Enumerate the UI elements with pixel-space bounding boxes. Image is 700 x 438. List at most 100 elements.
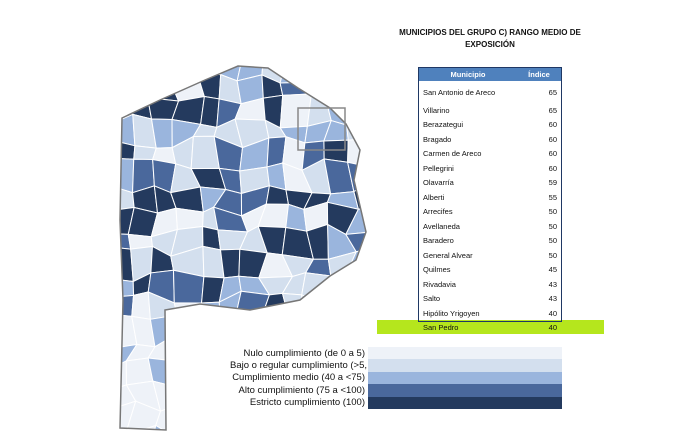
municipality-area xyxy=(175,207,204,231)
cell-name: Salto xyxy=(423,294,441,304)
municipality-area xyxy=(196,66,222,76)
municipality-area xyxy=(324,320,360,340)
cell-index: 43 xyxy=(548,294,557,304)
municipality-area xyxy=(168,334,201,362)
cell-index: 55 xyxy=(548,192,557,202)
table-row: Avellaneda 50 xyxy=(419,219,561,234)
municipality-area xyxy=(352,75,366,107)
cell-name: Arrecifes xyxy=(423,207,453,217)
municipality-area xyxy=(120,277,135,298)
municipality-area xyxy=(168,314,201,339)
municipality-area xyxy=(120,72,132,96)
legend-entry: Bajo o regular cumplimiento (>5, <40) xyxy=(230,359,562,372)
municipality-area xyxy=(152,66,172,85)
header-cell: Municipio xyxy=(450,70,486,79)
municipality-area xyxy=(302,421,331,430)
cell-name: Alberti xyxy=(423,192,445,202)
municipality-area xyxy=(327,298,359,325)
cell-name: Rivadavia xyxy=(423,279,456,289)
municipality-area xyxy=(344,310,366,343)
cell-index: 60 xyxy=(548,134,557,144)
municipality-area xyxy=(262,311,290,345)
municipality-area xyxy=(169,66,200,85)
municipality-area xyxy=(326,72,358,107)
cell-name: Villarino xyxy=(423,105,450,115)
table: Municipio Índice San Antonio de Areco 65 V… xyxy=(418,67,562,322)
cell-name: San Antonio de Areco xyxy=(423,87,496,97)
municipality-area xyxy=(200,95,220,128)
municipality-area xyxy=(130,73,158,99)
municipality-area xyxy=(120,232,132,250)
title: MUNICIPIOS DEL GRUPO C) RANGO MEDIO DE E… xyxy=(399,28,581,49)
legend-label: Estricto cumplimiento (100) xyxy=(249,397,365,409)
table-row: Quilmes 45 xyxy=(419,263,561,278)
municipality-area xyxy=(120,157,135,194)
cell-index: 45 xyxy=(548,265,557,275)
cell-name: San Pedro xyxy=(423,322,459,332)
legend-swatch xyxy=(368,347,562,360)
legend-entry: Estricto cumplimiento (100) xyxy=(230,396,562,409)
table-row: Alberti 55 xyxy=(419,190,561,205)
cell-index: 65 xyxy=(548,87,557,97)
municipality-area xyxy=(301,272,332,305)
municipality-area xyxy=(171,402,196,430)
municipality-area xyxy=(352,66,366,80)
municipality-area xyxy=(193,404,227,430)
table-row: Pellegrini 60 xyxy=(419,161,561,176)
map xyxy=(119,65,367,438)
municipality-area xyxy=(347,137,366,167)
municipality-area xyxy=(345,231,366,253)
cell-index: 60 xyxy=(548,163,557,173)
header-cell: Índice xyxy=(528,70,550,79)
cell-name: Bragado xyxy=(423,134,452,144)
municipality-area xyxy=(191,334,223,363)
municipality-area xyxy=(348,421,366,430)
municipality-area xyxy=(126,66,157,79)
table-row: Baradero 50 xyxy=(419,234,561,249)
legend-entry: Nulo cumplimiento (de 0 a 5) xyxy=(230,347,562,360)
table-row: Villarino 65 xyxy=(419,103,561,118)
cell-name: General Alvear xyxy=(423,250,473,260)
legend-swatch xyxy=(368,384,562,397)
municipality-area xyxy=(234,311,266,349)
table-header: Municipio Índice xyxy=(419,68,561,81)
cell-name: Hipólito Yrigoyen xyxy=(423,308,480,318)
municipality-area xyxy=(246,421,271,430)
cell-index: 40 xyxy=(548,322,557,332)
cell-index: 43 xyxy=(548,279,557,289)
legend-label: Nulo cumplimiento (de 0 a 5) xyxy=(243,347,365,359)
cell-index: 60 xyxy=(548,120,557,130)
cell-name: Carmen de Areco xyxy=(423,149,482,159)
municipality-area xyxy=(170,360,195,389)
cell-index: 50 xyxy=(548,236,557,246)
cell-index: 40 xyxy=(548,308,557,318)
legend-swatch xyxy=(368,396,562,409)
municipality-area xyxy=(322,405,350,430)
cell-index: 50 xyxy=(548,207,557,217)
municipality-area xyxy=(288,421,311,430)
municipality-area xyxy=(170,432,194,438)
cell-name: Berazategui xyxy=(423,120,464,130)
municipality-area xyxy=(120,113,136,147)
table-row: Salto 43 xyxy=(419,292,561,307)
municipality-area xyxy=(322,423,354,430)
municipality-area xyxy=(120,246,134,283)
municipality-area xyxy=(308,407,329,426)
municipality-area xyxy=(301,294,330,323)
municipality-area xyxy=(327,272,358,305)
municipality-area xyxy=(221,422,249,430)
legend-label: Bajo o regular cumplimiento (>5, <40) xyxy=(230,360,389,372)
municipality-area xyxy=(303,66,331,84)
municipality-area xyxy=(179,387,196,407)
cell-name: Pellegrini xyxy=(423,163,454,173)
municipality-area xyxy=(355,289,366,326)
legend-label: Cumplimiento medio (40 a <75) xyxy=(232,372,365,384)
table-row-highlighted: San Pedro 40 xyxy=(418,320,562,334)
legend-entry: Cumplimiento medio (40 a <75) xyxy=(230,371,562,385)
municipality-area xyxy=(346,117,366,141)
municipality-area xyxy=(258,410,291,430)
municipality-area xyxy=(280,407,311,430)
cell-index: 60 xyxy=(548,149,557,159)
municipality-area xyxy=(219,248,241,279)
